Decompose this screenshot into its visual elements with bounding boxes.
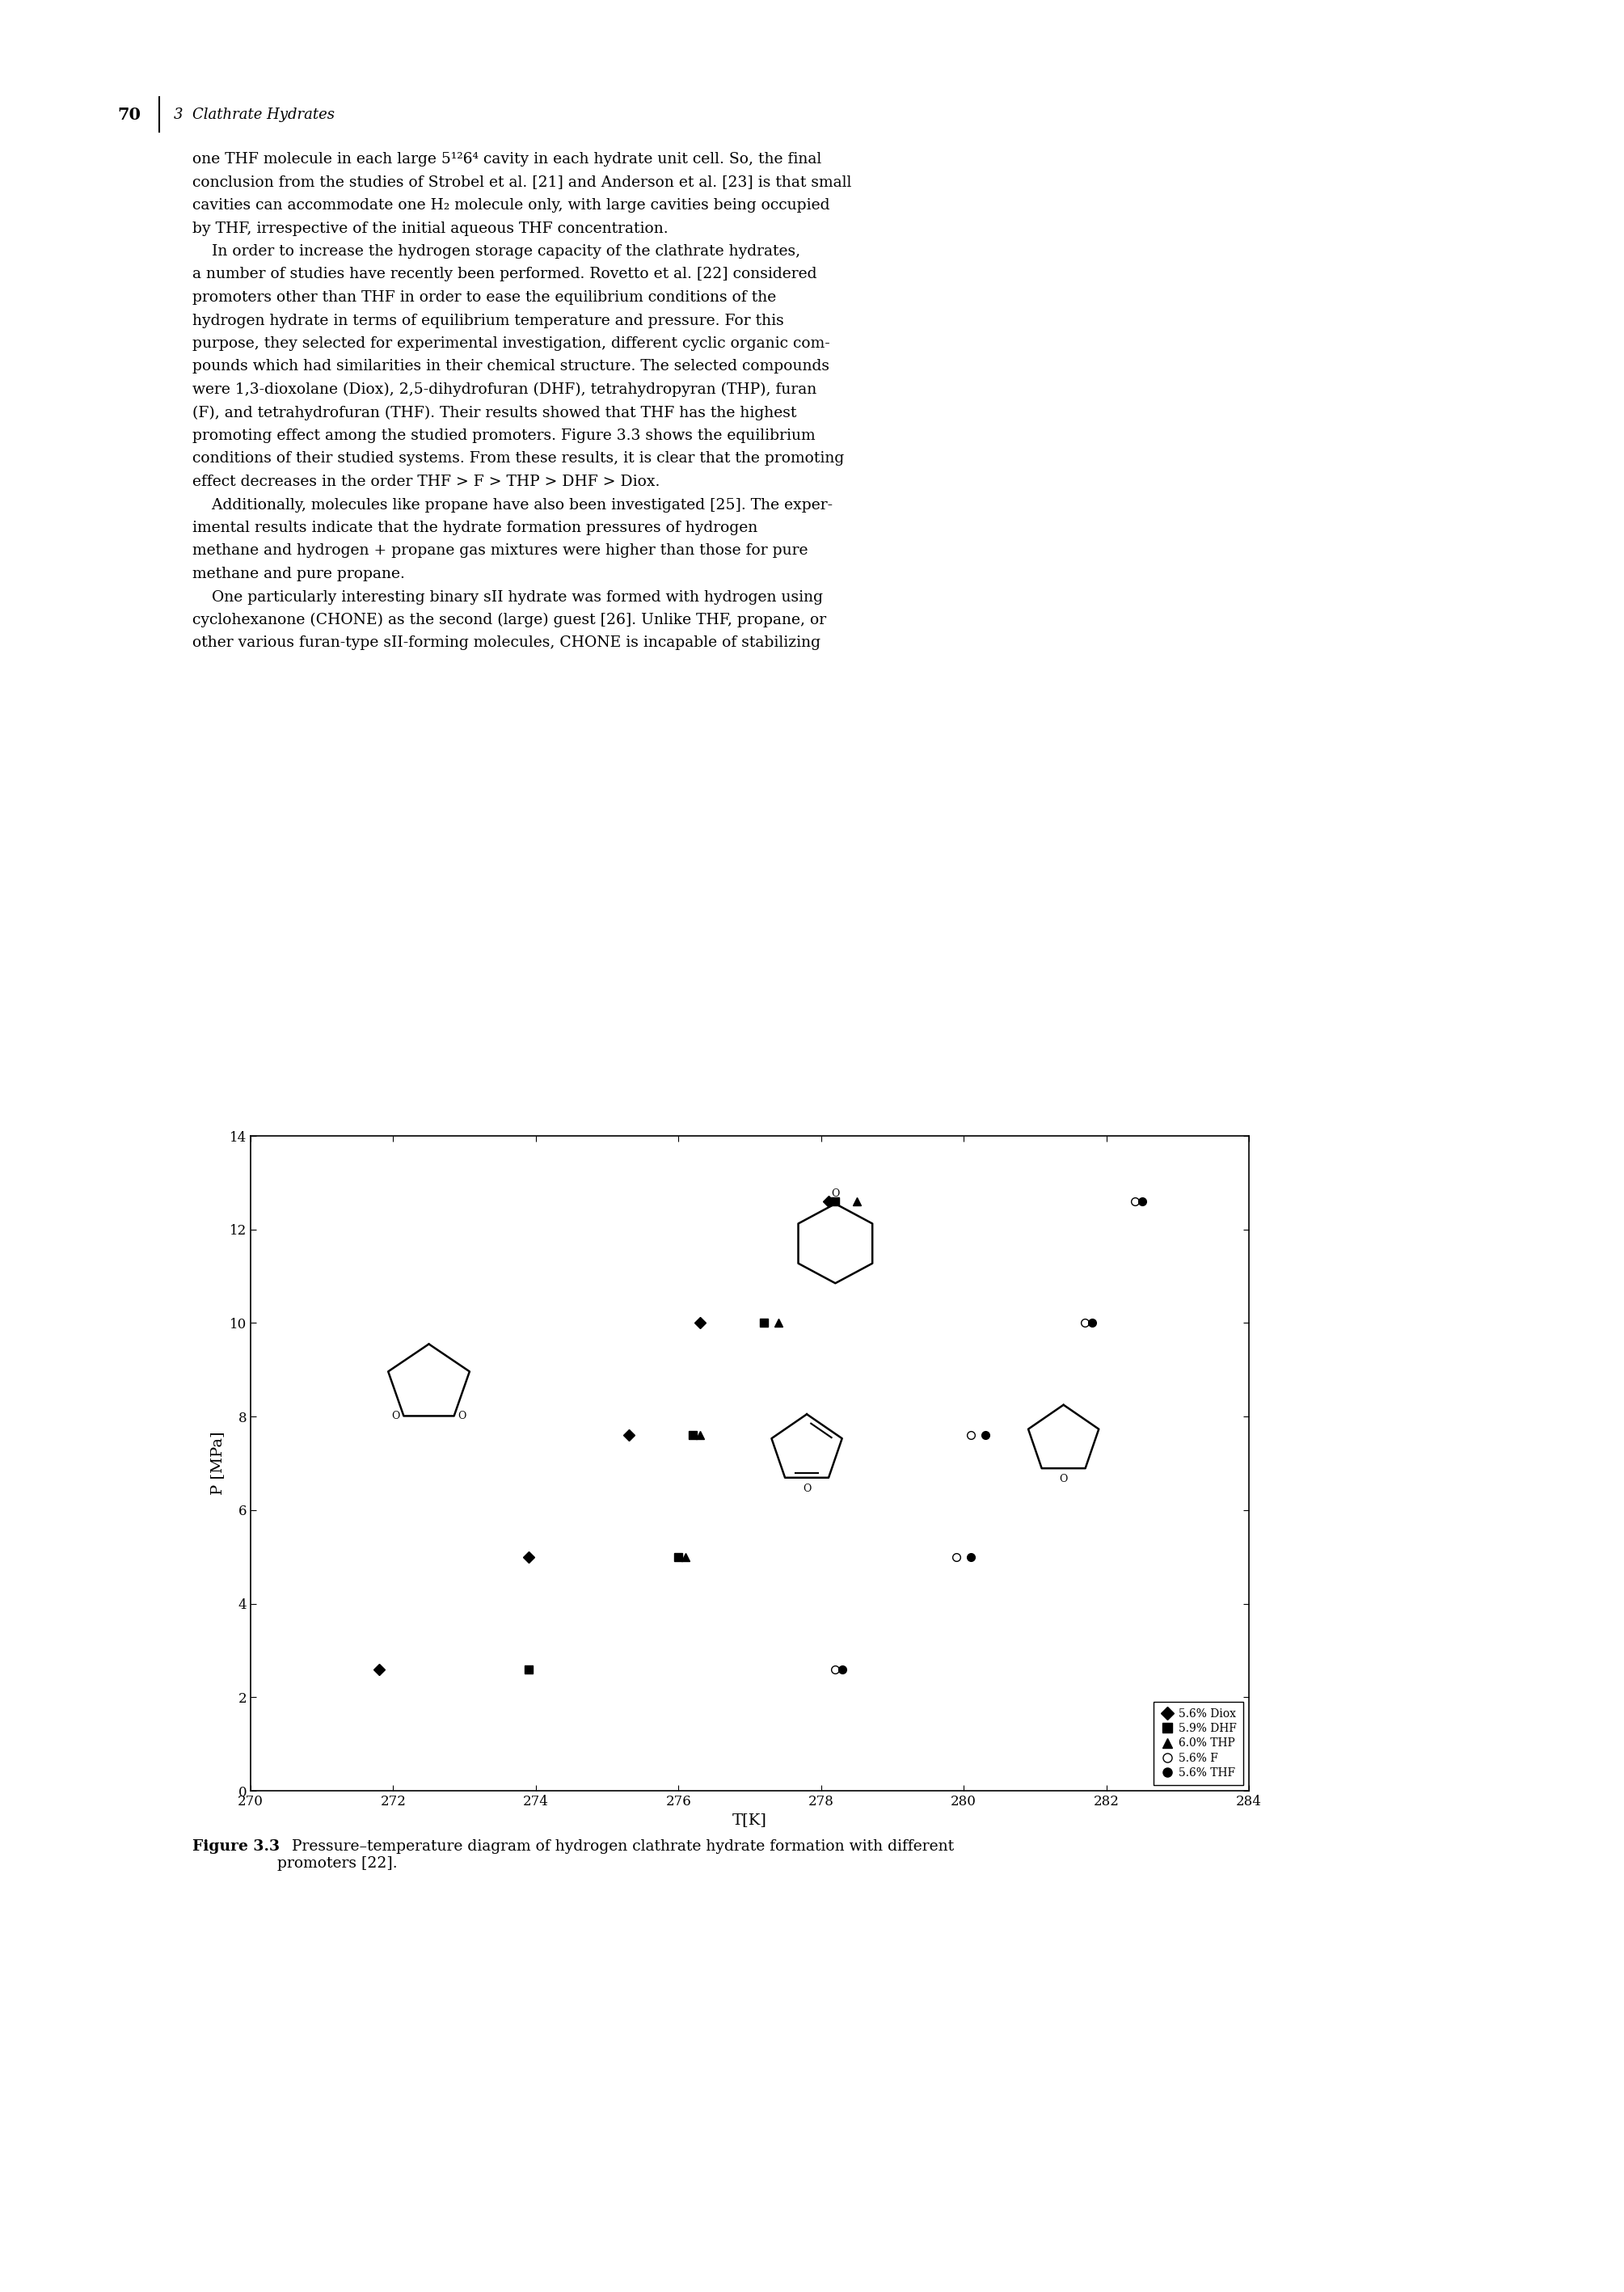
Text: Additionally, molecules like propane have also been investigated [25]. The exper: Additionally, molecules like propane hav…	[192, 497, 833, 511]
Text: effect decreases in the order THF > F > THP > DHF > Diox.: effect decreases in the order THF > F > …	[192, 474, 659, 488]
Text: O: O	[802, 1483, 810, 1494]
Text: Figure 3.3: Figure 3.3	[192, 1838, 279, 1854]
Text: promoting effect among the studied promoters. Figure 3.3 shows the equilibrium: promoting effect among the studied promo…	[192, 429, 815, 442]
X-axis label: T[K]: T[K]	[732, 1813, 767, 1827]
Text: a number of studies have recently been performed. Rovetto et al. [22] considered: a number of studies have recently been p…	[192, 268, 817, 282]
Text: purpose, they selected for experimental investigation, different cyclic organic : purpose, they selected for experimental …	[192, 337, 830, 351]
Text: cavities can accommodate one H₂ molecule only, with large cavities being occupie: cavities can accommodate one H₂ molecule…	[192, 197, 830, 213]
Text: imental results indicate that the hydrate formation pressures of hydrogen: imental results indicate that the hydrat…	[192, 520, 758, 536]
Text: One particularly interesting binary sII hydrate was formed with hydrogen using: One particularly interesting binary sII …	[192, 589, 823, 605]
Text: by THF, irrespective of the initial aqueous THF concentration.: by THF, irrespective of the initial aque…	[192, 220, 667, 236]
Text: hydrogen hydrate in terms of equilibrium temperature and pressure. For this: hydrogen hydrate in terms of equilibrium…	[192, 314, 784, 328]
Text: O: O	[458, 1410, 466, 1421]
Text: 70: 70	[117, 108, 141, 124]
Text: O: O	[831, 1190, 840, 1199]
Text: (F), and tetrahydrofuran (THF). Their results showed that THF has the highest: (F), and tetrahydrofuran (THF). Their re…	[192, 406, 796, 419]
Text: methane and hydrogen + propane gas mixtures were higher than those for pure: methane and hydrogen + propane gas mixtu…	[192, 543, 809, 559]
Text: other various furan-type sII-forming molecules, CHONE is incapable of stabilizin: other various furan-type sII-forming mol…	[192, 635, 820, 651]
Text: Pressure–temperature diagram of hydrogen clathrate hydrate formation with differ: Pressure–temperature diagram of hydrogen…	[278, 1838, 953, 1870]
Text: methane and pure propane.: methane and pure propane.	[192, 566, 404, 582]
Text: were 1,3-dioxolane (Diox), 2,5-dihydrofuran (DHF), tetrahydropyran (THP), furan: were 1,3-dioxolane (Diox), 2,5-dihydrofu…	[192, 383, 817, 397]
Text: pounds which had similarities in their chemical structure. The selected compound: pounds which had similarities in their c…	[192, 360, 830, 374]
Text: O: O	[1059, 1474, 1067, 1485]
Y-axis label: P [MPa]: P [MPa]	[211, 1432, 226, 1494]
Text: O: O	[391, 1410, 400, 1421]
Text: In order to increase the hydrogen storage capacity of the clathrate hydrates,: In order to increase the hydrogen storag…	[192, 245, 801, 259]
Text: cyclohexanone (CHONE) as the second (large) guest [26]. Unlike THF, propane, or: cyclohexanone (CHONE) as the second (lar…	[192, 612, 827, 628]
Text: 3  Clathrate Hydrates: 3 Clathrate Hydrates	[174, 108, 335, 121]
Text: one THF molecule in each large 5¹²6⁴ cavity in each hydrate unit cell. So, the f: one THF molecule in each large 5¹²6⁴ cav…	[192, 151, 822, 167]
Text: promoters other than THF in order to ease the equilibrium conditions of the: promoters other than THF in order to eas…	[192, 291, 776, 305]
Text: conditions of their studied systems. From these results, it is clear that the pr: conditions of their studied systems. Fro…	[192, 452, 844, 465]
Legend: 5.6% Diox, 5.9% DHF, 6.0% THP, 5.6% F, 5.6% THF: 5.6% Diox, 5.9% DHF, 6.0% THP, 5.6% F, 5…	[1153, 1701, 1244, 1785]
Text: conclusion from the studies of Strobel et al. [21] and Anderson et al. [23] is t: conclusion from the studies of Strobel e…	[192, 174, 851, 190]
